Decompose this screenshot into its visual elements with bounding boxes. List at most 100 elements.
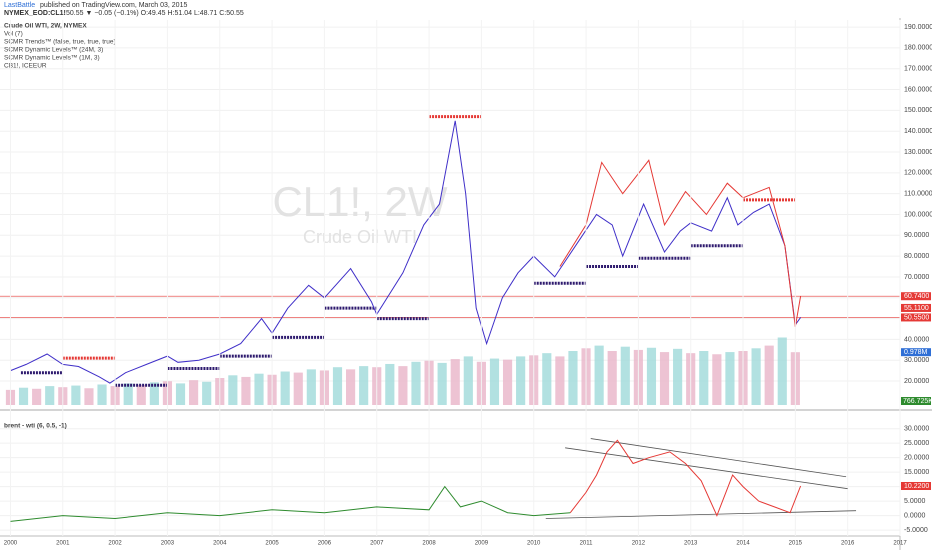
volume-bar (71, 385, 81, 405)
volume-bar (699, 351, 709, 405)
volume-bar (620, 346, 630, 405)
volume-bar (568, 351, 578, 405)
price-badge-label: 50.5500 (904, 314, 929, 321)
price-badge-label: 55.1100 (904, 305, 929, 312)
volume-bar (18, 387, 29, 405)
volume-bar (332, 367, 343, 405)
volume-bar (777, 337, 787, 405)
volume-bar (97, 384, 107, 405)
y-tick-label: 90.0000 (904, 232, 929, 239)
volume-bar (84, 388, 94, 405)
y-tick-label: 150.0000 (904, 107, 932, 114)
volume-bar (202, 381, 212, 405)
volume-bar (594, 345, 604, 405)
indicator-label: SCMR Trends™ (false, true, true, true) (4, 39, 116, 46)
watermark: CL1!, 2W (272, 178, 447, 225)
series-line (559, 159, 802, 327)
volume-bar (254, 373, 264, 405)
volume-bar (45, 386, 55, 405)
x-tick-label: 2005 (265, 541, 279, 547)
volume-bar (516, 356, 526, 405)
volume-ma-badge (901, 397, 931, 405)
y-tick-label: 25.0000 (904, 440, 929, 447)
y-tick-label: -5.0000 (904, 527, 928, 534)
symbol[interactable]: NYMEX_EOD:CL1! (4, 10, 66, 17)
volume-bar (437, 362, 447, 405)
volume-bar (463, 356, 473, 405)
volume-bar (712, 354, 722, 405)
price-badge (901, 303, 931, 312)
volume-bar (241, 376, 251, 405)
volume-bar (502, 359, 513, 405)
volume-bar (673, 348, 683, 405)
legend-entry: CB1!, ICEEUR (4, 63, 47, 70)
x-tick-label: 2012 (632, 541, 646, 547)
series-line (10, 485, 571, 522)
volume-bar (175, 383, 186, 405)
x-tick-label: 2011 (580, 541, 594, 547)
x-tick-label: 2001 (56, 541, 70, 547)
value-badge-label: 10.2200 (904, 483, 929, 490)
pane-title: Crude Oil WTI, 2W, NYMEX (4, 23, 87, 30)
y-tick-label: 130.0000 (904, 149, 932, 156)
volume-bar (607, 351, 617, 405)
trendline (545, 510, 857, 519)
y-tick-label: 110.0000 (904, 190, 932, 197)
x-tick-label: 2006 (318, 541, 332, 547)
indicator-label: SCMR Dynamic Levels™ (1M, 3) (4, 55, 100, 62)
x-tick-label: 2010 (527, 541, 541, 547)
x-tick-label: 2014 (736, 541, 750, 547)
trendline (565, 447, 848, 490)
x-tick-label: 2008 (422, 541, 436, 547)
quote: 50.55 ▼ −0.05 (−0.1%) O:49.45 H:51.04 L:… (66, 10, 244, 17)
x-tick-label: 2016 (841, 541, 855, 547)
volume-bar (149, 382, 159, 405)
pane-title: brent - wti (6, 0.5, -1) (4, 423, 67, 430)
volume-ma-label: 766.725K (903, 398, 932, 405)
trendline (590, 438, 847, 478)
volume-bar (555, 356, 565, 405)
x-tick-label: 2000 (4, 541, 18, 547)
volume-bar (385, 363, 395, 405)
y-tick-label: 30.0000 (904, 426, 929, 433)
y-tick-label: 15.0000 (904, 469, 929, 476)
x-tick-label: 2009 (475, 541, 489, 547)
volume-bar (359, 366, 369, 405)
volume-bar (542, 353, 552, 405)
volume-bar (751, 348, 761, 405)
published: published on TradingView.com, March 03, … (40, 2, 187, 9)
x-tick-label: 2017 (893, 541, 907, 547)
volume-bar (725, 352, 735, 405)
volume-badge-label: 0.978M (904, 349, 928, 356)
y-tick-label: 140.0000 (904, 128, 932, 135)
y-tick-label: 30.0000 (904, 357, 929, 364)
series-line (569, 439, 802, 517)
price-badge-label: 60.7400 (904, 293, 929, 300)
volume-badge (901, 348, 931, 357)
x-tick-label: 2004 (213, 541, 227, 547)
y-tick-label: 120.0000 (904, 170, 932, 177)
volume-bar (764, 345, 774, 405)
x-tick-label: 2002 (108, 541, 122, 547)
y-tick-label: 5.0000 (904, 498, 926, 505)
volume-bar (489, 358, 500, 405)
volume-bar (32, 388, 42, 405)
volume-bar (280, 371, 290, 405)
volume-bar (646, 347, 657, 405)
x-tick-label: 2003 (161, 541, 175, 547)
y-tick-label: 0.0000 (904, 512, 926, 519)
volume-bar (398, 366, 408, 405)
volume-bar (306, 369, 316, 405)
price-badge (901, 313, 931, 322)
y-tick-label: 20.0000 (904, 378, 929, 385)
y-tick-label: 190.0000 (904, 24, 932, 31)
volume-bar (136, 385, 146, 405)
x-tick-label: 2007 (370, 541, 384, 547)
volume-bar (189, 380, 199, 405)
publisher[interactable]: LastBattle (4, 2, 35, 9)
y-tick-label: 100.0000 (904, 211, 932, 218)
y-tick-label: 40.0000 (904, 336, 929, 343)
volume-bar (123, 383, 133, 405)
y-tick-label: 180.0000 (904, 45, 932, 52)
